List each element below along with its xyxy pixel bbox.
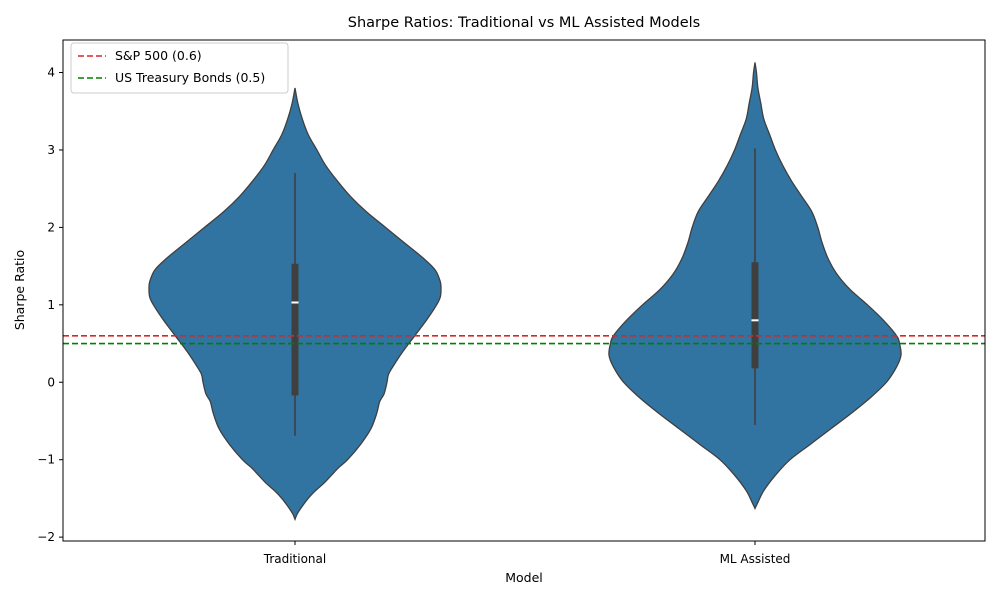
x-tick-label: ML Assisted xyxy=(720,552,791,566)
y-tick-label: −2 xyxy=(37,530,55,544)
y-tick-label: 0 xyxy=(47,375,55,389)
boxes-layer xyxy=(291,148,759,436)
plot-frame xyxy=(62,39,986,542)
x-tick-label: Traditional xyxy=(263,552,326,566)
legend-box xyxy=(70,42,289,94)
legend: S&P 500 (0.6) US Treasury Bonds (0.5) xyxy=(70,42,289,94)
iqr-box xyxy=(751,262,759,369)
chart-title: Sharpe Ratios: Traditional vs ML Assiste… xyxy=(348,15,700,31)
y-tick-label: 3 xyxy=(47,143,55,157)
legend-items: S&P 500 (0.6) US Treasury Bonds (0.5) xyxy=(78,48,265,85)
reference-lines-layer xyxy=(63,334,985,345)
y-tick-label: −1 xyxy=(37,453,55,467)
y-tick-label: 2 xyxy=(47,220,55,234)
x-axis-label: Model xyxy=(505,570,543,585)
legend-label: US Treasury Bonds (0.5) xyxy=(115,70,265,85)
iqr-box xyxy=(291,263,299,396)
legend-label: S&P 500 (0.6) xyxy=(115,48,202,63)
y-axis-label: Sharpe Ratio xyxy=(12,250,27,330)
x-axis: Traditional ML Assisted xyxy=(263,541,791,566)
plot-area xyxy=(62,39,986,542)
y-axis: −2 −1 0 1 2 3 4 xyxy=(37,66,63,544)
y-tick-label: 4 xyxy=(47,66,55,80)
y-tick-label: 1 xyxy=(47,298,55,312)
